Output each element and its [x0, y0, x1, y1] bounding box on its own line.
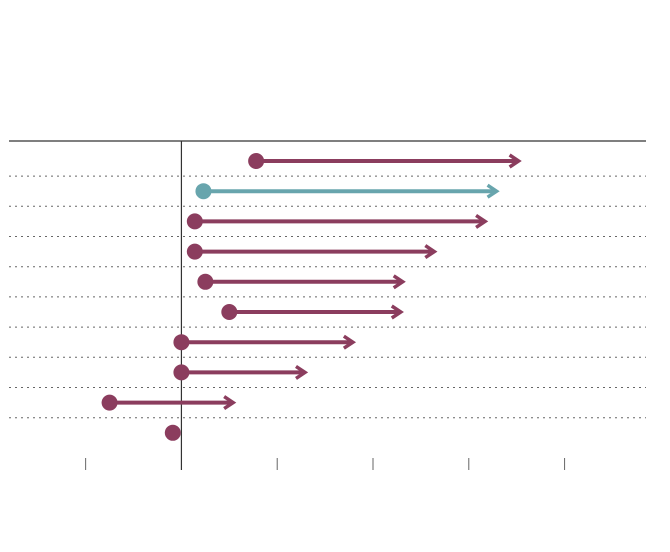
start-dot — [248, 153, 265, 169]
start-dot — [164, 424, 181, 441]
arrow-head — [475, 213, 489, 229]
arrow-head — [508, 153, 522, 169]
start-dot — [186, 213, 203, 230]
start-dot — [186, 243, 203, 260]
start-dot — [197, 273, 214, 290]
arrow-head — [392, 274, 406, 290]
start-dot — [173, 364, 190, 381]
arrow-head — [342, 334, 357, 350]
arrow-head — [424, 244, 438, 260]
arrow-head — [295, 364, 309, 380]
arrow-head — [223, 395, 237, 411]
start-dot — [101, 394, 118, 411]
start-dot — [173, 334, 190, 351]
arrow-head — [390, 304, 404, 320]
arrow-head — [486, 183, 500, 199]
start-dot — [221, 304, 238, 320]
start-dot — [195, 183, 212, 200]
